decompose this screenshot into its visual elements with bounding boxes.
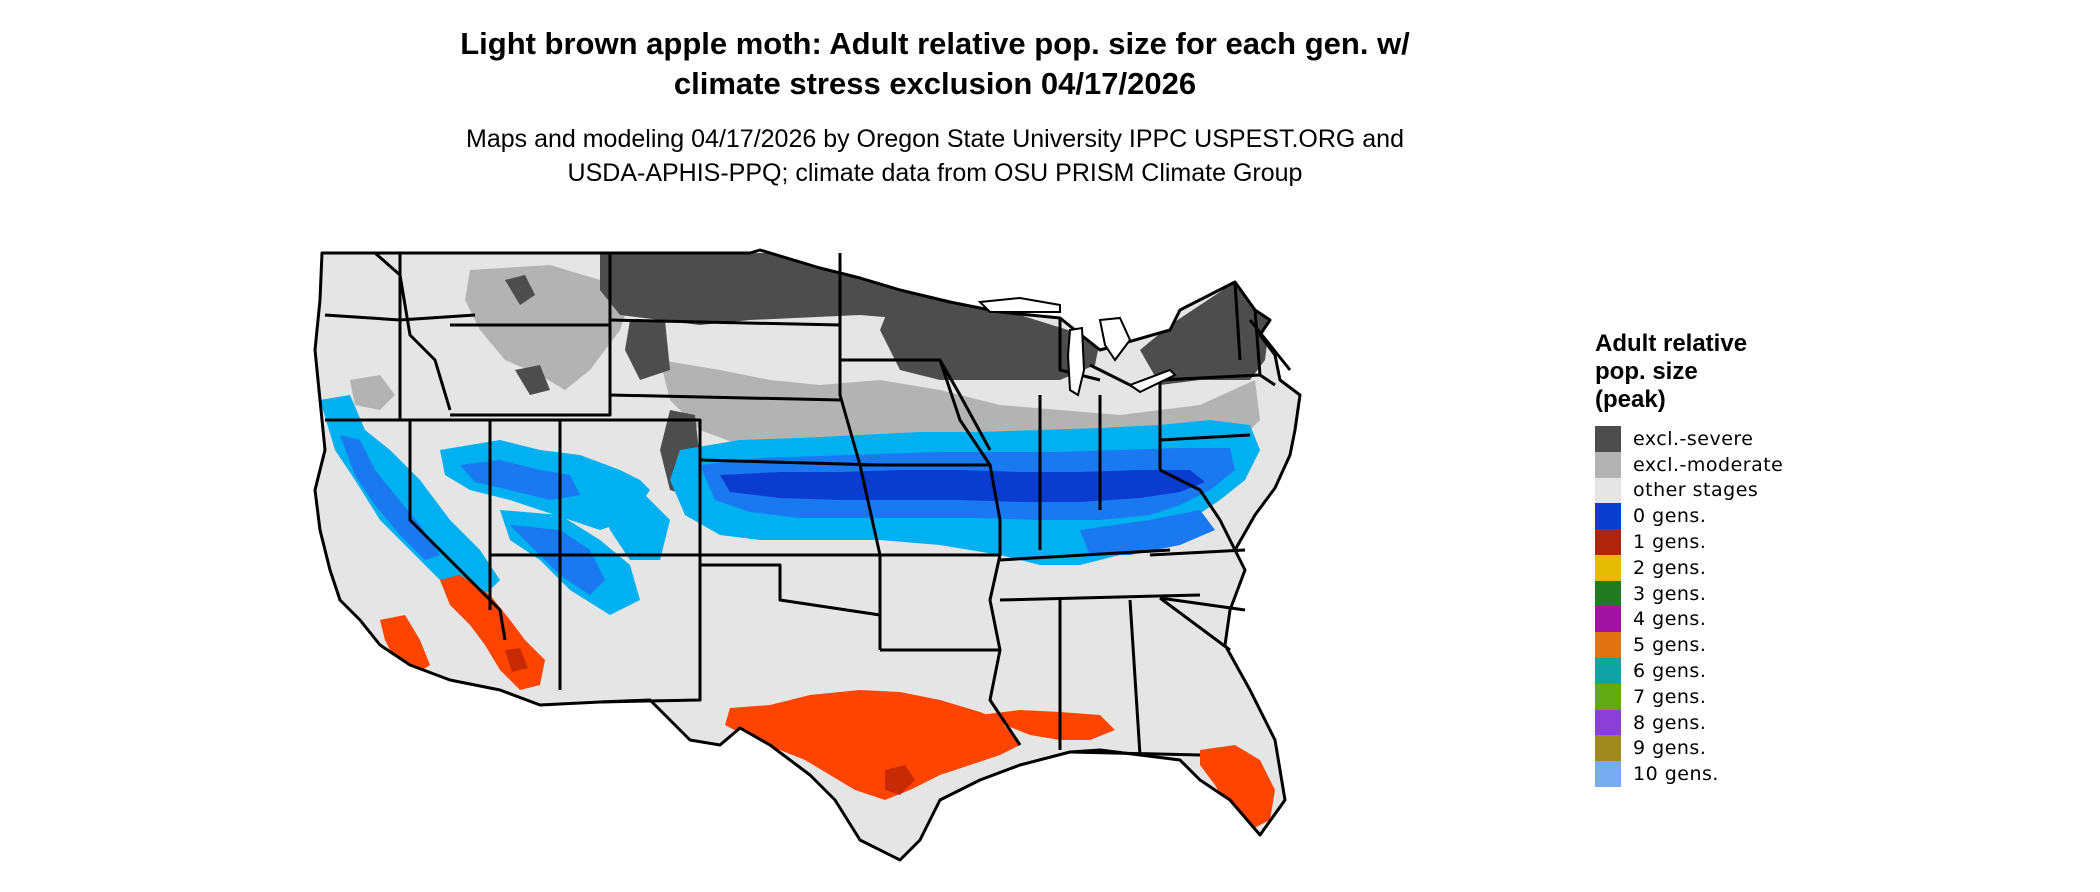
pop-zone-mid-blue-west: [340, 435, 605, 595]
exclusion-severe-zone: [505, 253, 1270, 495]
legend-item: 4 gens.: [1595, 606, 1835, 633]
pop-zone-dark-blue-central: [720, 470, 1205, 502]
legend-item: 0 gens.: [1595, 503, 1835, 530]
border-ga-sc: [1159, 596, 1231, 652]
legend-swatch: [1595, 477, 1621, 504]
legend-label: other stages: [1633, 479, 1759, 502]
legend-swatch: [1595, 632, 1621, 659]
border-nc-sc: [1159, 596, 1246, 612]
legend-label: 1 gens.: [1633, 531, 1707, 554]
legend-swatch: [1595, 709, 1621, 736]
map-title: Light brown apple moth: Adult relative p…: [0, 24, 1870, 104]
border-idaho-montana: [374, 251, 452, 411]
map-subtitle: Maps and modeling 04/17/2026 by Oregon S…: [0, 122, 1870, 190]
border-ca-nv: [408, 420, 507, 641]
legend-label: 9 gens.: [1633, 737, 1707, 760]
legend-swatch: [1595, 529, 1621, 556]
border-mississippi: [938, 359, 1022, 746]
legend-label: excl.-moderate: [1633, 453, 1784, 476]
legend-swatch: [1595, 425, 1621, 452]
legend-swatch: [1595, 451, 1621, 478]
pop-zone-orange-gulf: [725, 690, 1275, 830]
legend-label: 5 gens.: [1633, 634, 1707, 657]
border-new-england: [1233, 281, 1292, 387]
legend-swatch: [1595, 735, 1621, 762]
legend-label: 0 gens.: [1633, 505, 1707, 528]
legend-swatch: [1595, 503, 1621, 530]
border-pa-south: [1159, 433, 1251, 442]
border-ky-tn: [999, 548, 1171, 562]
map-legend: Adult relative pop. size (peak) excl.-se…: [1595, 330, 1835, 788]
border-wy: [450, 323, 612, 417]
border-mn-wi-ia: [840, 358, 992, 451]
legend-item: 3 gens.: [1595, 580, 1835, 607]
legend-label: 4 gens.: [1633, 608, 1707, 631]
border-pa-ny: [1159, 373, 1261, 382]
legend-item: 1 gens.: [1595, 529, 1835, 556]
legend-item: 10 gens.: [1595, 761, 1835, 788]
legend-swatch: [1595, 606, 1621, 633]
legend-item: excl.-moderate: [1595, 451, 1835, 478]
legend-swatch: [1595, 658, 1621, 685]
legend-label: 3 gens.: [1633, 582, 1707, 605]
legend-item: excl.-severe: [1595, 425, 1835, 452]
legend-item: other stages: [1595, 477, 1835, 504]
border-va-nc: [1149, 548, 1246, 557]
legend-swatch: [1595, 761, 1621, 788]
border-nd-sd: [609, 318, 841, 327]
legend-title-line-1: Adult relative: [1595, 330, 1748, 357]
legend-title-line-3: (peak): [1595, 386, 1666, 413]
legend-title: Adult relative pop. size (peak): [1595, 330, 1835, 414]
legend-label: 6 gens.: [1633, 660, 1707, 683]
legend-item: 6 gens.: [1595, 658, 1835, 685]
border-nm-tx: [599, 555, 702, 704]
border-ne-ks: [699, 458, 881, 467]
legend-label: 2 gens.: [1633, 556, 1707, 579]
legend-item: 9 gens.: [1595, 735, 1835, 762]
title-line-2: climate stress exclusion 04/17/2026: [673, 66, 1197, 101]
lake-michigan: [1066, 326, 1086, 397]
legend-item: 5 gens.: [1595, 632, 1835, 659]
subtitle-line-1: Maps and modeling 04/17/2026 by Oregon S…: [466, 125, 1404, 153]
pop-zone-orange-southwest: [380, 575, 545, 690]
border-sd-ne: [609, 393, 841, 402]
border-wv-va: [1159, 468, 1237, 551]
border-ok-tx: [700, 563, 881, 617]
border-co-nm: [560, 418, 702, 557]
legend-title-line-2: pop. size: [1595, 358, 1698, 385]
lake-superior: [977, 296, 1061, 313]
lake-huron: [1098, 316, 1132, 362]
legend-items: excl.-severe excl.-moderate other stages 0 …: [1595, 425, 1835, 788]
legend-swatch: [1595, 554, 1621, 581]
state-borders: [313, 248, 1302, 862]
border-tn-south: [999, 593, 1201, 602]
legend-item: 2 gens.: [1595, 554, 1835, 581]
border-al-ga: [1128, 599, 1142, 756]
title-line-1: Light brown apple moth: Adult relative p…: [460, 26, 1410, 61]
legend-label: 10 gens.: [1633, 763, 1719, 786]
exclusion-moderate-zone: [350, 265, 1260, 460]
border-ga-fl: [1069, 750, 1201, 757]
legend-swatch: [1595, 683, 1621, 710]
legend-swatch: [1595, 580, 1621, 607]
legend-label: 8 gens.: [1633, 711, 1707, 734]
legend-label: 7 gens.: [1633, 685, 1707, 708]
legend-label: excl.-severe: [1633, 427, 1754, 450]
great-lakes: [977, 296, 1177, 397]
legend-item: 7 gens.: [1595, 683, 1835, 710]
lake-erie: [1127, 368, 1177, 394]
legend-item: 8 gens.: [1595, 709, 1835, 736]
us-map: [313, 248, 1302, 862]
subtitle-line-2: USDA-APHIS-PPQ; climate data from OSU PR…: [567, 159, 1303, 187]
